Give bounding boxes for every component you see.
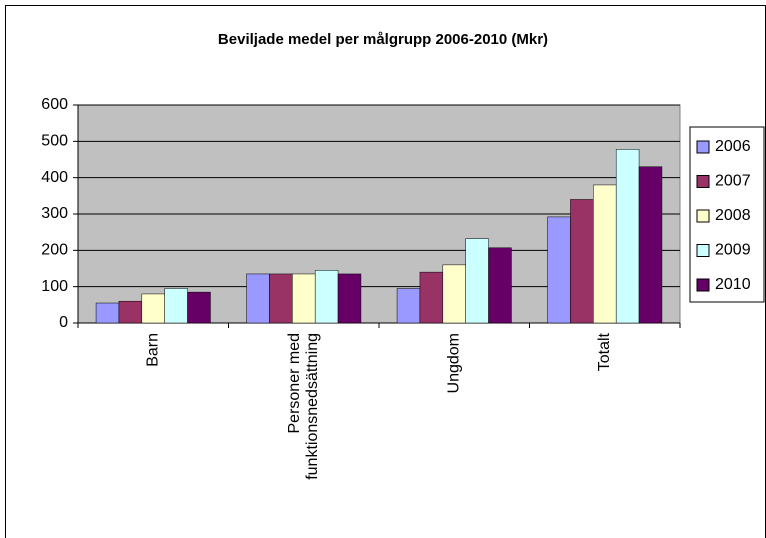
legend-label: 2006 (715, 138, 751, 155)
legend-label: 2010 (715, 276, 751, 293)
bar (187, 291, 211, 324)
bar (337, 273, 362, 324)
bar (442, 264, 466, 324)
bar (292, 273, 316, 324)
legend-label: 2008 (715, 207, 751, 224)
legend-swatch (696, 244, 710, 257)
bar (141, 293, 165, 324)
legend-label: 2007 (715, 173, 751, 190)
bar (164, 288, 188, 324)
legend-swatch (696, 209, 710, 223)
y-tick-label: 100 (41, 278, 68, 295)
legend-swatch (696, 278, 710, 292)
legend-swatch (696, 175, 710, 188)
x-tick-label: Personer medfunktionsnedsättning (286, 333, 321, 480)
bar (638, 166, 663, 324)
y-tick-label: 200 (41, 242, 68, 259)
bar (396, 288, 421, 324)
bar (488, 247, 512, 324)
bar (570, 199, 594, 324)
legend-swatch (696, 140, 710, 154)
y-tick-label: 500 (41, 133, 68, 150)
y-tick-label: 400 (41, 169, 68, 186)
y-tick-label: 600 (41, 96, 68, 113)
bar (118, 300, 143, 324)
bar (419, 271, 444, 324)
bar (314, 270, 339, 324)
bar (95, 302, 120, 324)
bar (615, 149, 640, 324)
chart-title: Beviljade medel per målgrupp 2006-2010 (… (218, 31, 548, 48)
x-tick-label: Barn (144, 333, 161, 367)
x-tick-label: Ungdom (445, 333, 462, 393)
x-tick-label: Totalt (596, 332, 613, 371)
bar (547, 216, 571, 324)
y-tick-label: 300 (41, 205, 68, 222)
bar (465, 238, 489, 324)
bar (269, 273, 293, 324)
legend-label: 2009 (715, 242, 751, 259)
bar (246, 273, 270, 324)
y-tick-label: 0 (59, 314, 68, 331)
bar (593, 184, 617, 324)
